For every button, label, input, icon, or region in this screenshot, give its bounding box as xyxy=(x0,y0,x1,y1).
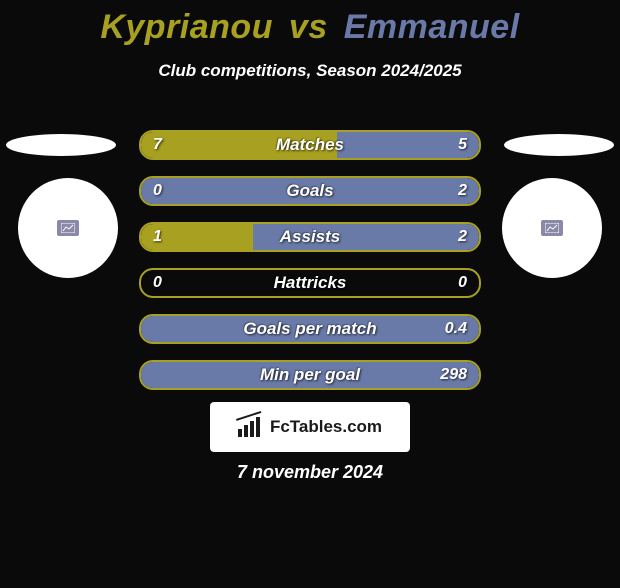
player2-club-circle xyxy=(502,178,602,278)
player1-name: Kyprianou xyxy=(100,8,273,46)
stat-label: Min per goal xyxy=(260,365,360,385)
stat-label: Goals xyxy=(286,181,333,201)
stat-row: 0 Hattricks 0 xyxy=(139,268,481,298)
subtitle: Club competitions, Season 2024/2025 xyxy=(0,61,620,81)
brand-chart-icon xyxy=(238,417,264,437)
stats-container: 7 Matches 5 0 Goals 2 1 Assists 2 0 Hattricks 0 Goal… xyxy=(139,130,481,406)
stat-row: 7 Matches 5 xyxy=(139,130,481,160)
stat-value-right: 2 xyxy=(458,228,467,246)
footer-date: 7 november 2024 xyxy=(237,462,383,483)
stat-value-right: 2 xyxy=(458,182,467,200)
stat-value-left: 0 xyxy=(153,274,162,292)
stat-value-right: 0.4 xyxy=(445,320,467,338)
stat-label: Assists xyxy=(280,227,340,247)
player2-club-badge-icon xyxy=(541,220,563,236)
stat-value-left: 0 xyxy=(153,182,162,200)
stat-value-right: 5 xyxy=(458,136,467,154)
stat-value-right: 298 xyxy=(440,366,467,384)
stat-row: Min per goal 298 xyxy=(139,360,481,390)
stat-label: Hattricks xyxy=(274,273,347,293)
stat-row: 1 Assists 2 xyxy=(139,222,481,252)
stat-label: Matches xyxy=(276,135,344,155)
stat-value-right: 0 xyxy=(458,274,467,292)
player1-club-circle xyxy=(18,178,118,278)
player2-name: Emmanuel xyxy=(344,8,520,46)
stat-row: Goals per match 0.4 xyxy=(139,314,481,344)
brand-text: FcTables.com xyxy=(270,417,382,437)
player2-ellipse-decoration xyxy=(504,134,614,156)
stat-value-left: 1 xyxy=(153,228,162,246)
player1-club-badge-icon xyxy=(57,220,79,236)
stat-row: 0 Goals 2 xyxy=(139,176,481,206)
stat-label: Goals per match xyxy=(243,319,376,339)
brand-badge[interactable]: FcTables.com xyxy=(210,402,410,452)
stat-value-left: 7 xyxy=(153,136,162,154)
comparison-title: Kyprianou vs Emmanuel xyxy=(0,8,620,47)
player1-ellipse-decoration xyxy=(6,134,116,156)
vs-separator: vs xyxy=(289,8,328,46)
